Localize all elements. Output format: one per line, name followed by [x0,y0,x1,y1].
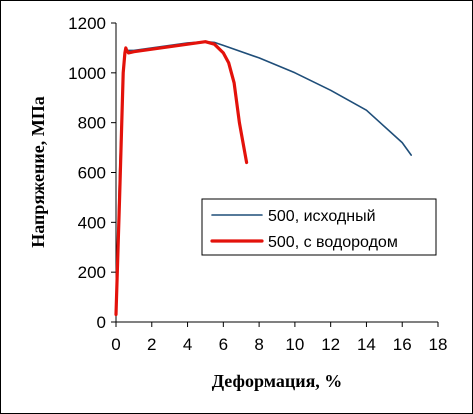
x-axis-title: Деформация, % [212,371,343,391]
series-layer [114,40,413,317]
x-tick-label: 12 [321,335,340,354]
axes [111,22,439,327]
x-tick-label: 8 [254,335,263,354]
y-tick-label: 800 [78,114,106,133]
legend-label-2: 500, с водородом [268,234,398,251]
x-tick-label: 16 [393,335,412,354]
x-tick-label: 2 [147,335,156,354]
y-tick-label: 1000 [68,64,106,83]
legend: 500, исходный 500, с водородом [201,198,437,256]
legend-box [201,198,437,256]
tick-labels: 0 200 400 600 800 1000 1200 0 2 4 6 8 10 12 14 16 18 [68,14,447,354]
y-tick-label: 600 [78,164,106,183]
series-line-1 [115,40,413,313]
x-tick-label: 18 [429,335,448,354]
legend-label-1: 500, исходный [268,208,376,225]
x-tick-label: 14 [357,335,376,354]
y-tick-label: 1200 [68,14,106,33]
x-tick-label: 4 [183,335,192,354]
y-axis-title: Напряжение, МПа [28,96,48,247]
y-tick-label: 400 [78,213,106,232]
x-tick-label: 0 [111,335,120,354]
x-tick-label: 6 [219,335,228,354]
y-tick-label: 200 [78,263,106,282]
series-line-2 [114,40,249,317]
y-tick-label: 0 [97,313,106,332]
x-tick-label: 10 [285,335,304,354]
